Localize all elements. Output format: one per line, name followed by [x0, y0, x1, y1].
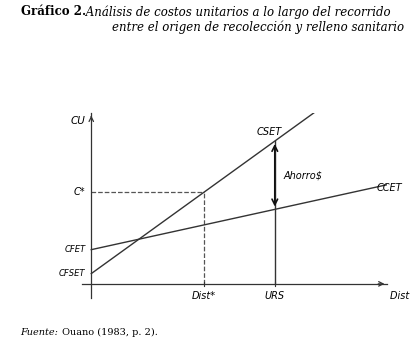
Text: Fuente:: Fuente: — [21, 328, 59, 337]
Text: CU: CU — [70, 116, 85, 127]
Text: Dist*: Dist* — [192, 291, 216, 301]
Text: CFET: CFET — [64, 245, 85, 254]
Text: CCET: CCET — [377, 183, 403, 193]
Text: CFSET: CFSET — [59, 269, 85, 278]
Text: C*: C* — [74, 187, 85, 197]
Text: Análisis de costos unitarios a lo largo del recorrido
        entre el origen de: Análisis de costos unitarios a lo largo … — [82, 5, 404, 34]
Text: CSET: CSET — [256, 127, 281, 137]
Text: Ouano (1983, p. 2).: Ouano (1983, p. 2). — [59, 328, 157, 337]
Text: Dist (Km): Dist (Km) — [390, 291, 412, 301]
Text: Ahorro$: Ahorro$ — [284, 170, 323, 180]
Text: Gráfico 2.: Gráfico 2. — [21, 5, 86, 18]
Text: URS: URS — [265, 291, 285, 301]
